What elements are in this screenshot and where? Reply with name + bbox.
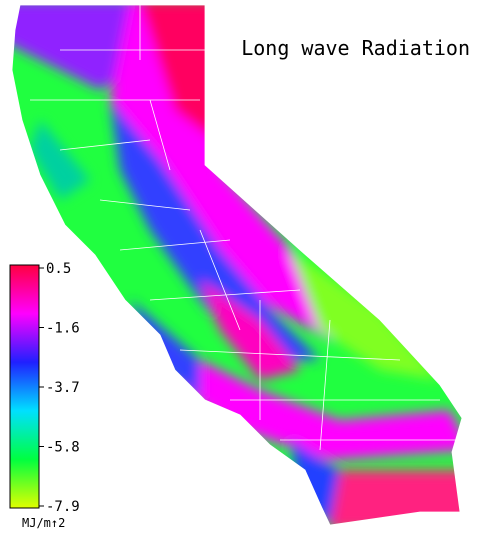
tick-label: 0.5: [46, 261, 71, 277]
county-borders: [11, 4, 463, 526]
map-title: Long wave Radiation: [241, 36, 470, 60]
color-bar: [9, 264, 40, 509]
tick-label: -7.9: [46, 499, 80, 515]
tick-label: -1.6: [46, 321, 80, 337]
tick-label: -3.7: [46, 380, 80, 396]
tick-label: -5.8: [46, 440, 80, 456]
color-bar-unit: MJ/m↑2: [22, 516, 65, 530]
